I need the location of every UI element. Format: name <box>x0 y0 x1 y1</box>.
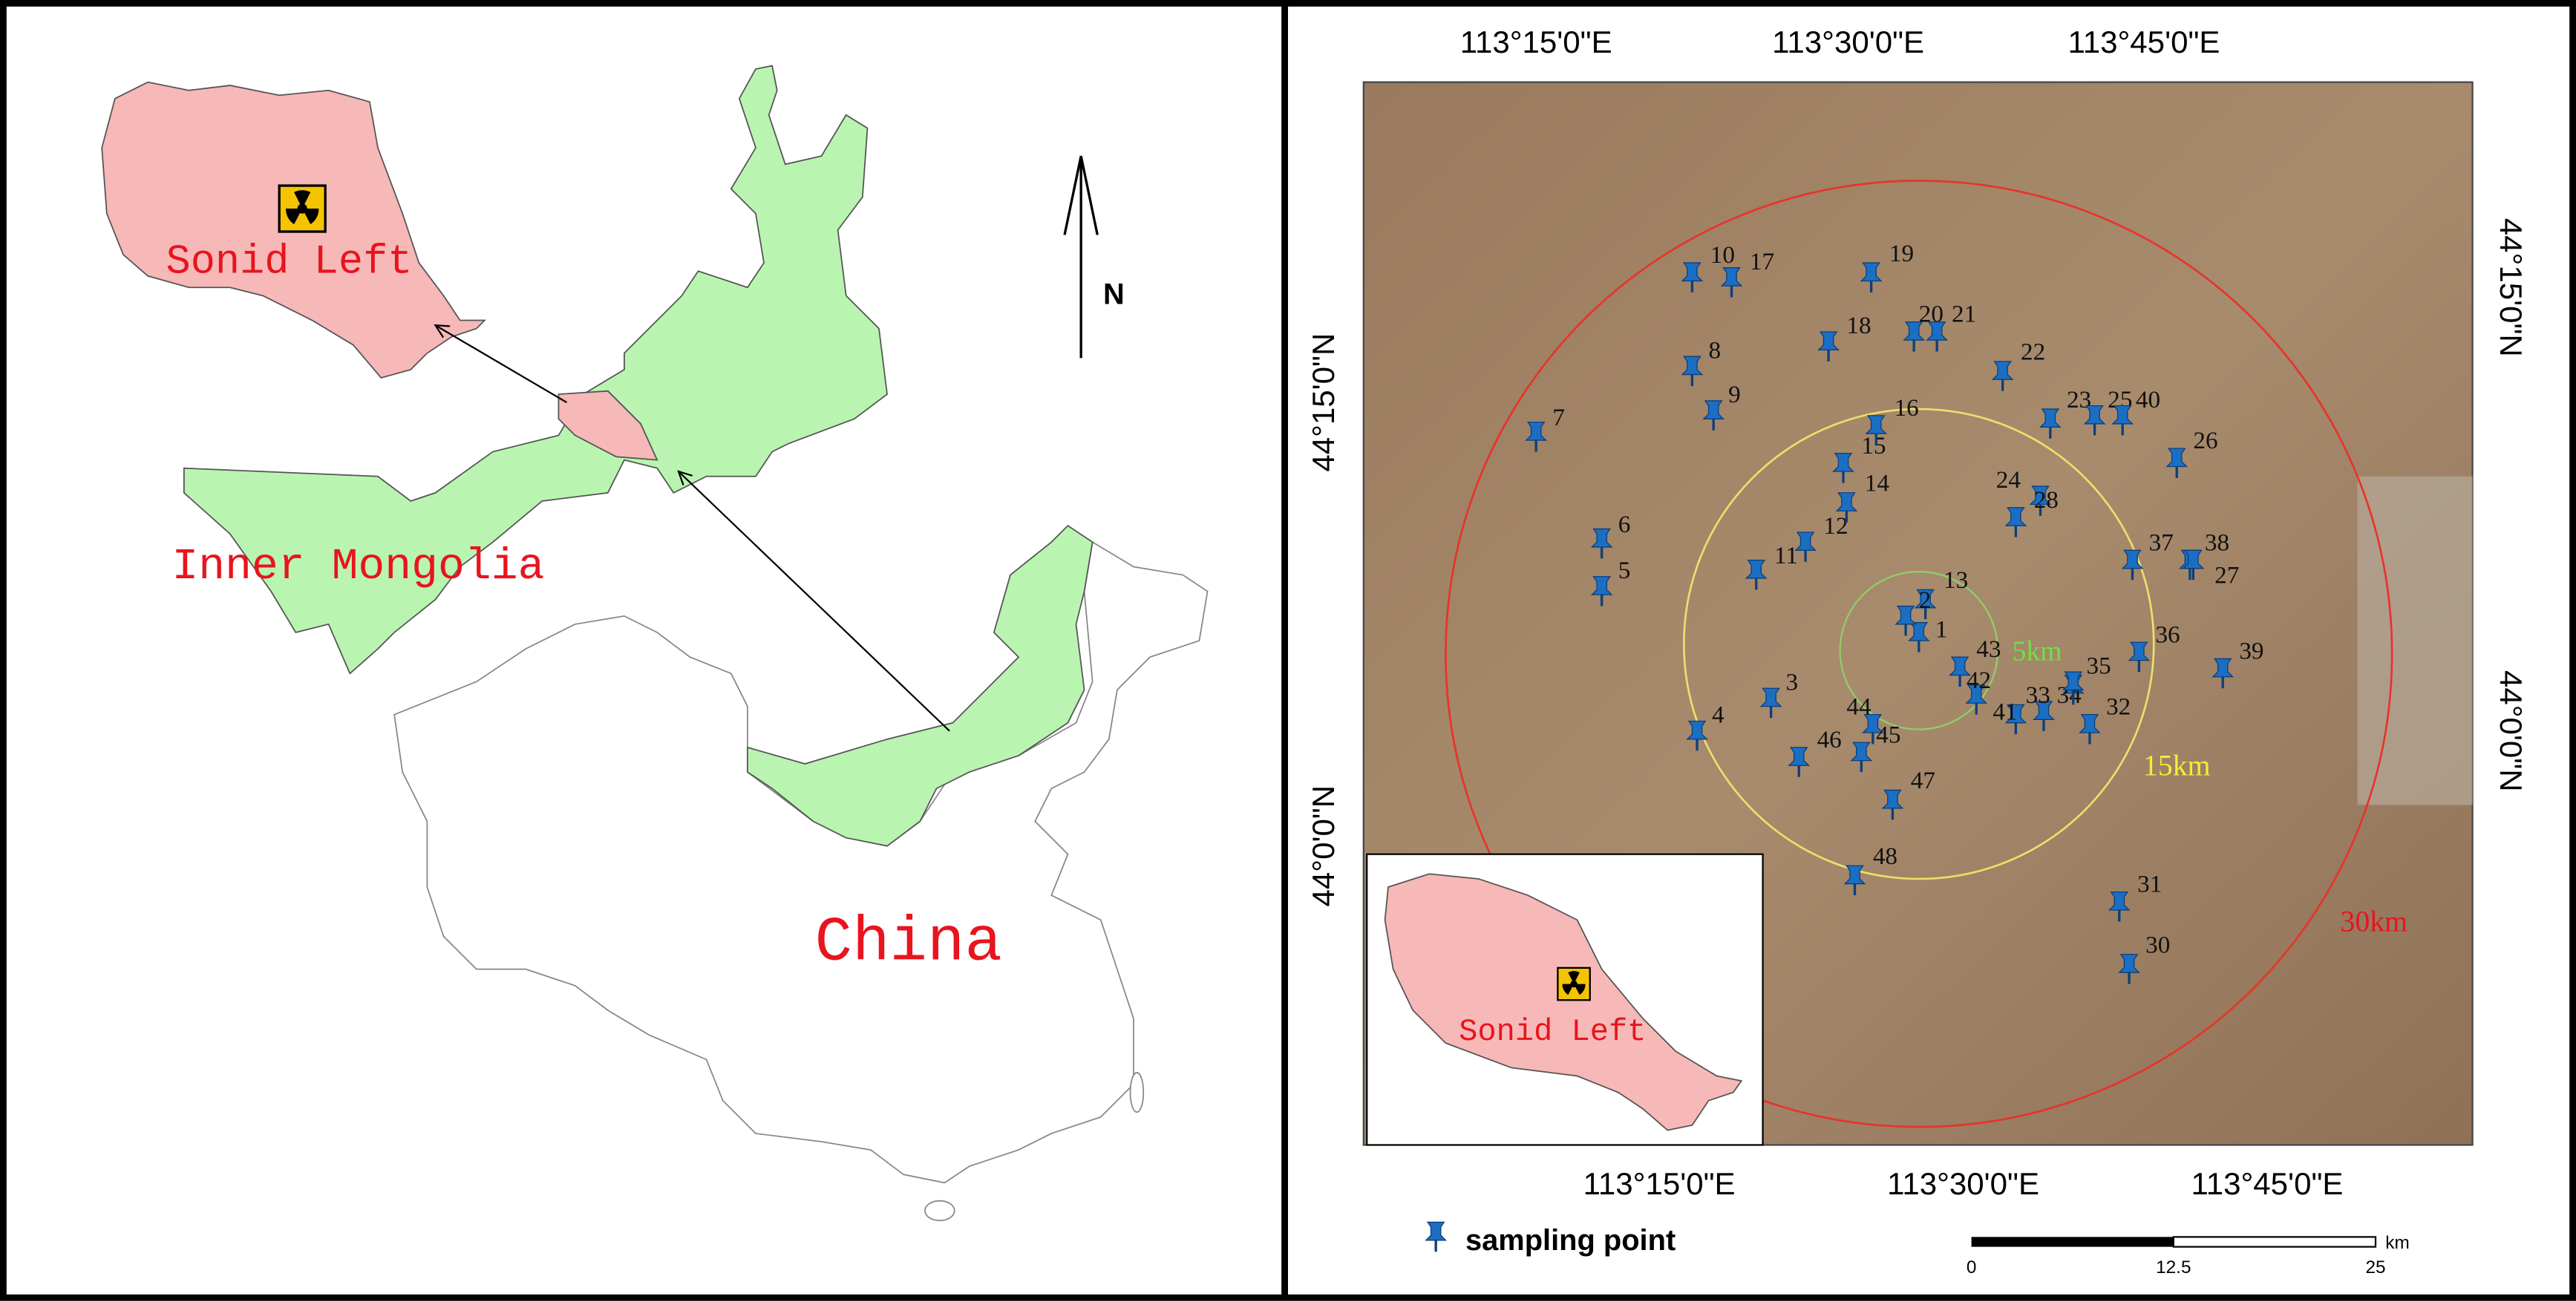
ring-label: 5km <box>2013 636 2062 667</box>
scale-bar <box>1971 1237 2174 1247</box>
ring-15km <box>1683 408 2155 880</box>
sampling-label: 40 <box>2136 386 2160 413</box>
latitude-label: 44°15'0"N <box>1306 333 1341 472</box>
sampling-label: 13 <box>1944 566 1968 594</box>
sampling-label: 1 <box>1935 616 1948 644</box>
sonid-left-small <box>558 390 658 461</box>
sampling-label: 38 <box>2205 529 2229 556</box>
sampling-label: 31 <box>2137 871 2162 898</box>
region-label: Inner Mongolia <box>171 541 544 592</box>
sampling-label: 32 <box>2106 693 2131 721</box>
ring-label: 30km <box>2340 906 2407 938</box>
right-panel: 5km 15km 30km 113°15'0"E 113°30'0"E 113°… <box>1306 24 2528 1278</box>
country-label: China <box>815 908 1002 978</box>
ring-5km <box>1839 571 1999 730</box>
sampling-label: 27 <box>2214 562 2239 589</box>
sampling-label: 44 <box>1846 693 1871 721</box>
sampling-label: 7 <box>1552 404 1565 431</box>
sampling-label: 8 <box>1709 336 1722 364</box>
radiation-icon <box>278 184 327 233</box>
sampling-label: 24 <box>1996 466 2021 494</box>
ring-label: 15km <box>2143 750 2211 782</box>
sampling-label: 16 <box>1895 394 1919 422</box>
sampling-label: 36 <box>2155 621 2180 648</box>
sampling-label: 22 <box>2021 338 2045 366</box>
sampling-label: 3 <box>1786 668 1799 696</box>
latitude-label: 44°15'0"N <box>2494 218 2528 357</box>
longitude-label: 113°30'0"E <box>1772 24 1924 59</box>
inset-label: Sonid Left <box>1459 1014 1646 1050</box>
sampling-label: 28 <box>2034 486 2059 514</box>
sampling-label: 39 <box>2239 637 2263 664</box>
scale-label: 12.5 <box>2156 1257 2191 1278</box>
inner-mongolia <box>183 65 888 675</box>
arrow <box>435 325 568 404</box>
sampling-label: 30 <box>2145 932 2170 959</box>
sampling-label: 12 <box>1823 512 1848 540</box>
sampling-label: 17 <box>1750 248 1774 275</box>
sampling-label: 35 <box>2087 652 2111 679</box>
taiwan <box>1129 1072 1145 1113</box>
longitude-label: 113°45'0"E <box>2068 24 2220 59</box>
sampling-label: 14 <box>1865 470 1890 497</box>
north-label: N <box>1103 278 1125 310</box>
latitude-label: 44°0'0"N <box>2494 670 2528 792</box>
sampling-label: 15 <box>1861 432 1886 459</box>
sampling-label: 19 <box>1889 240 1914 267</box>
sampling-label: 6 <box>1618 511 1631 538</box>
sampling-label: 37 <box>2149 529 2174 556</box>
sampling-label: 46 <box>1817 726 1842 753</box>
scale-label: 25 <box>2365 1257 2385 1278</box>
latitude-label: 44°0'0"N <box>1306 785 1341 907</box>
arrow <box>679 471 950 732</box>
sampling-label: 43 <box>1976 635 2001 663</box>
sampling-label: 41 <box>1993 698 2017 725</box>
sampling-label: 45 <box>1876 721 1900 748</box>
sampling-label: 4 <box>1712 701 1725 729</box>
legend-label: sampling point <box>1465 1224 1676 1257</box>
sonid-label: Sonid Left <box>166 238 413 285</box>
sampling-label: 47 <box>1911 767 1935 794</box>
sampling-label: 42 <box>1967 667 1991 694</box>
scale-bar <box>2172 1236 2377 1248</box>
sampling-label: 26 <box>2193 427 2217 454</box>
sampling-label: 11 <box>1774 542 1798 569</box>
sampling-label: 23 <box>2067 386 2091 413</box>
sampling-label: 10 <box>1710 241 1735 269</box>
longitude-label: 113°15'0"E <box>1583 1166 1736 1201</box>
sampling-label: 2 <box>1919 586 1932 614</box>
sampling-label: 18 <box>1846 312 1871 339</box>
sampling-label: 33 <box>2026 681 2050 709</box>
longitude-label: 113°15'0"E <box>1460 24 1612 59</box>
inner-mongolia-east <box>747 525 1094 847</box>
sampling-label: 21 <box>1952 301 1976 328</box>
left-panel: Sonid Left Inner Mongolia China N <box>101 65 1209 1222</box>
hainan <box>924 1200 955 1222</box>
longitude-label: 113°30'0"E <box>1887 1166 2039 1201</box>
sampling-label: 9 <box>1728 381 1741 408</box>
scale-label: 0 <box>1967 1257 1977 1278</box>
ring-30km <box>1445 180 2393 1128</box>
north-arrow-head <box>1063 155 1099 235</box>
sampling-label: 5 <box>1618 557 1631 584</box>
inset-sonid-left <box>1384 873 1743 1131</box>
scale-unit: km <box>2385 1233 2409 1253</box>
longitude-label: 113°45'0"E <box>2191 1166 2343 1201</box>
radiation-icon <box>1557 966 1591 1001</box>
china-outline <box>393 540 1209 1184</box>
sampling-label: 48 <box>1873 843 1897 870</box>
